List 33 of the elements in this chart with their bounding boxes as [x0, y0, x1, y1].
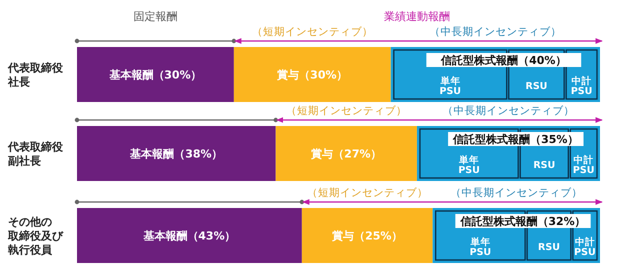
annotation: （短期インセンティブ） — [286, 104, 407, 117]
y-tick-label: 代表取締役副社長 — [7, 140, 64, 168]
annotation: （短期インセンティブ） — [252, 25, 373, 38]
bar — [77, 208, 302, 263]
annotation: RSU — [526, 81, 548, 92]
data-label: 賞与（30%） — [277, 68, 348, 82]
annotation: （中長期インセンティブ） — [429, 25, 562, 38]
y-tick-label: その他の取締役及び執行役員 — [7, 216, 64, 256]
annotation: 中計PSU — [570, 75, 592, 97]
annotation: RSU — [533, 160, 556, 171]
text: 業績連動報酬 — [384, 10, 450, 23]
annotation: （中長期インセンティブ） — [450, 186, 582, 199]
data-label: 基本報酬（43%） — [142, 230, 236, 242]
annotation: 単年PSU — [469, 236, 492, 258]
annotation: 中計PSU — [574, 236, 596, 258]
bar — [302, 208, 433, 263]
bar — [276, 126, 417, 181]
annotation: （中長期インセンティブ） — [442, 104, 574, 117]
annotation: 単年PSU — [439, 75, 462, 97]
data-label: 賞与（27%） — [311, 148, 382, 160]
data-label: 基本報酬（30%） — [108, 68, 202, 82]
annotation: RSU — [538, 242, 560, 253]
data-label: 賞与（25%） — [332, 230, 402, 242]
annotation: 中計PSU — [572, 154, 594, 176]
bar — [234, 47, 391, 102]
bar — [77, 126, 276, 181]
bar — [77, 47, 234, 102]
text: 固定報酬 — [133, 10, 178, 23]
annotation: 単年PSU — [458, 154, 480, 176]
data-label: 基本報酬（38%） — [129, 148, 223, 160]
annotation: （短期インセンティブ） — [306, 186, 428, 199]
data-label: 信託型株式報酬（40%） — [440, 54, 566, 67]
y-tick-label: 代表取締役社長 — [7, 62, 64, 88]
